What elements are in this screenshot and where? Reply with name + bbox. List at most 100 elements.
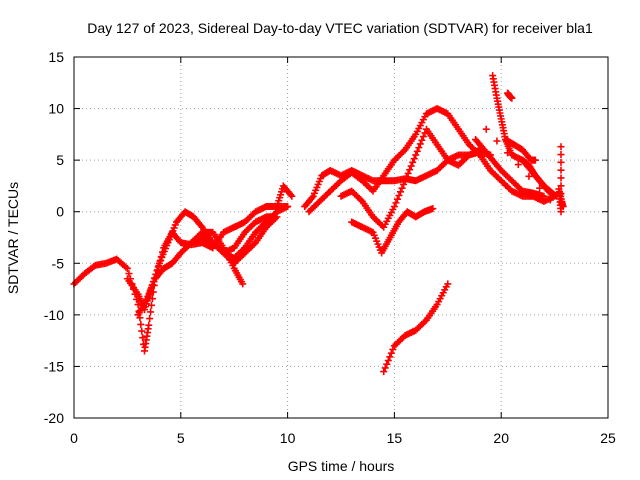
plot-frame	[73, 56, 609, 419]
data-point	[390, 203, 398, 211]
data-point	[406, 166, 414, 174]
x-tick-label: 0	[70, 430, 78, 446]
data-point	[147, 308, 155, 316]
data-point	[416, 140, 424, 148]
data-point	[400, 147, 408, 155]
y-tick-label: 5	[56, 152, 64, 168]
data-point	[397, 188, 405, 196]
data-point	[404, 169, 412, 177]
data-point	[239, 280, 247, 288]
data-point	[557, 174, 565, 182]
x-tick-label: 20	[493, 430, 509, 446]
data-point	[557, 158, 565, 166]
data-point	[403, 173, 411, 181]
data-point	[122, 263, 130, 271]
x-tick-label: 15	[387, 430, 403, 446]
data-point	[546, 196, 554, 204]
axis-ticks	[73, 56, 609, 419]
data-point	[380, 368, 388, 376]
series-track-o	[519, 156, 561, 200]
x-axis-label: GPS time / hours	[288, 458, 395, 474]
data-point	[407, 162, 415, 170]
data-point	[525, 172, 533, 180]
data-point	[401, 177, 409, 185]
data-point	[412, 151, 420, 159]
data-point	[137, 320, 145, 328]
data-point	[125, 270, 133, 278]
data-point	[284, 203, 292, 211]
data-point	[444, 280, 452, 288]
y-tick-label: 10	[48, 101, 64, 117]
series-track-m	[472, 136, 548, 200]
data-point	[540, 192, 548, 200]
data-point	[357, 196, 365, 204]
data-point	[557, 151, 565, 159]
data-point	[536, 184, 544, 192]
data-point	[395, 192, 403, 200]
data-point	[392, 199, 400, 207]
data-point	[154, 263, 162, 271]
series-track-j	[348, 205, 437, 257]
data-point	[148, 301, 156, 309]
data-point	[557, 208, 565, 216]
y-tick-label: -15	[44, 358, 64, 374]
data-point	[386, 353, 394, 361]
series-track-i	[337, 125, 484, 231]
data-point	[383, 360, 391, 368]
data-point	[421, 317, 429, 325]
x-tick-label: 10	[280, 430, 296, 446]
data-point	[273, 213, 281, 221]
series-track-e	[220, 213, 281, 267]
data-point	[557, 143, 565, 151]
data-point	[400, 180, 408, 188]
y-tick-label: -10	[44, 307, 64, 323]
data-point	[514, 161, 522, 169]
data-point	[123, 264, 131, 272]
data-point	[138, 327, 146, 335]
data-point	[409, 158, 417, 166]
data-point	[419, 133, 427, 141]
data-point	[393, 195, 401, 203]
data-point	[384, 357, 392, 365]
data-point	[398, 184, 406, 192]
y-axis-label: SDTVAR / TECUs	[5, 182, 21, 294]
data-point	[493, 137, 501, 145]
data-point	[271, 214, 279, 222]
x-tick-label: 5	[177, 430, 185, 446]
data-point	[145, 321, 153, 329]
data-point	[387, 349, 395, 357]
y-tick-label: 15	[48, 49, 64, 65]
series-track-p	[482, 125, 567, 216]
data-point	[308, 194, 316, 202]
data-point	[410, 155, 418, 163]
x-tick-label: 25	[600, 430, 616, 446]
data-point	[508, 94, 516, 102]
data-point	[504, 149, 512, 157]
data-point	[146, 315, 154, 323]
data-point	[250, 240, 258, 248]
data-point	[482, 125, 490, 133]
y-tick-label: 0	[56, 204, 64, 220]
data-point	[531, 156, 539, 164]
data-point	[287, 191, 295, 199]
data-point	[389, 345, 397, 353]
data-point	[139, 334, 147, 342]
data-point	[381, 364, 389, 372]
data-point	[557, 166, 565, 174]
tick-labels: 0 5 10 15 20 25 -20 -15 -10 -5 0 5 10 15	[44, 49, 616, 446]
grid-lines	[74, 57, 608, 418]
y-tick-label: -5	[52, 255, 65, 271]
series-track-k	[380, 280, 452, 376]
series-track-q	[504, 89, 516, 102]
data-point	[415, 144, 423, 152]
data-point	[197, 222, 205, 230]
series-track-f	[273, 182, 296, 211]
data-point	[429, 205, 437, 213]
series-track-n	[501, 136, 539, 164]
y-tick-label: -20	[44, 410, 64, 426]
data-point	[288, 192, 296, 200]
chart-title: Day 127 of 2023, Sidereal Day-to-day VTE…	[87, 20, 593, 36]
data-point	[418, 136, 426, 144]
data-points	[70, 72, 567, 376]
